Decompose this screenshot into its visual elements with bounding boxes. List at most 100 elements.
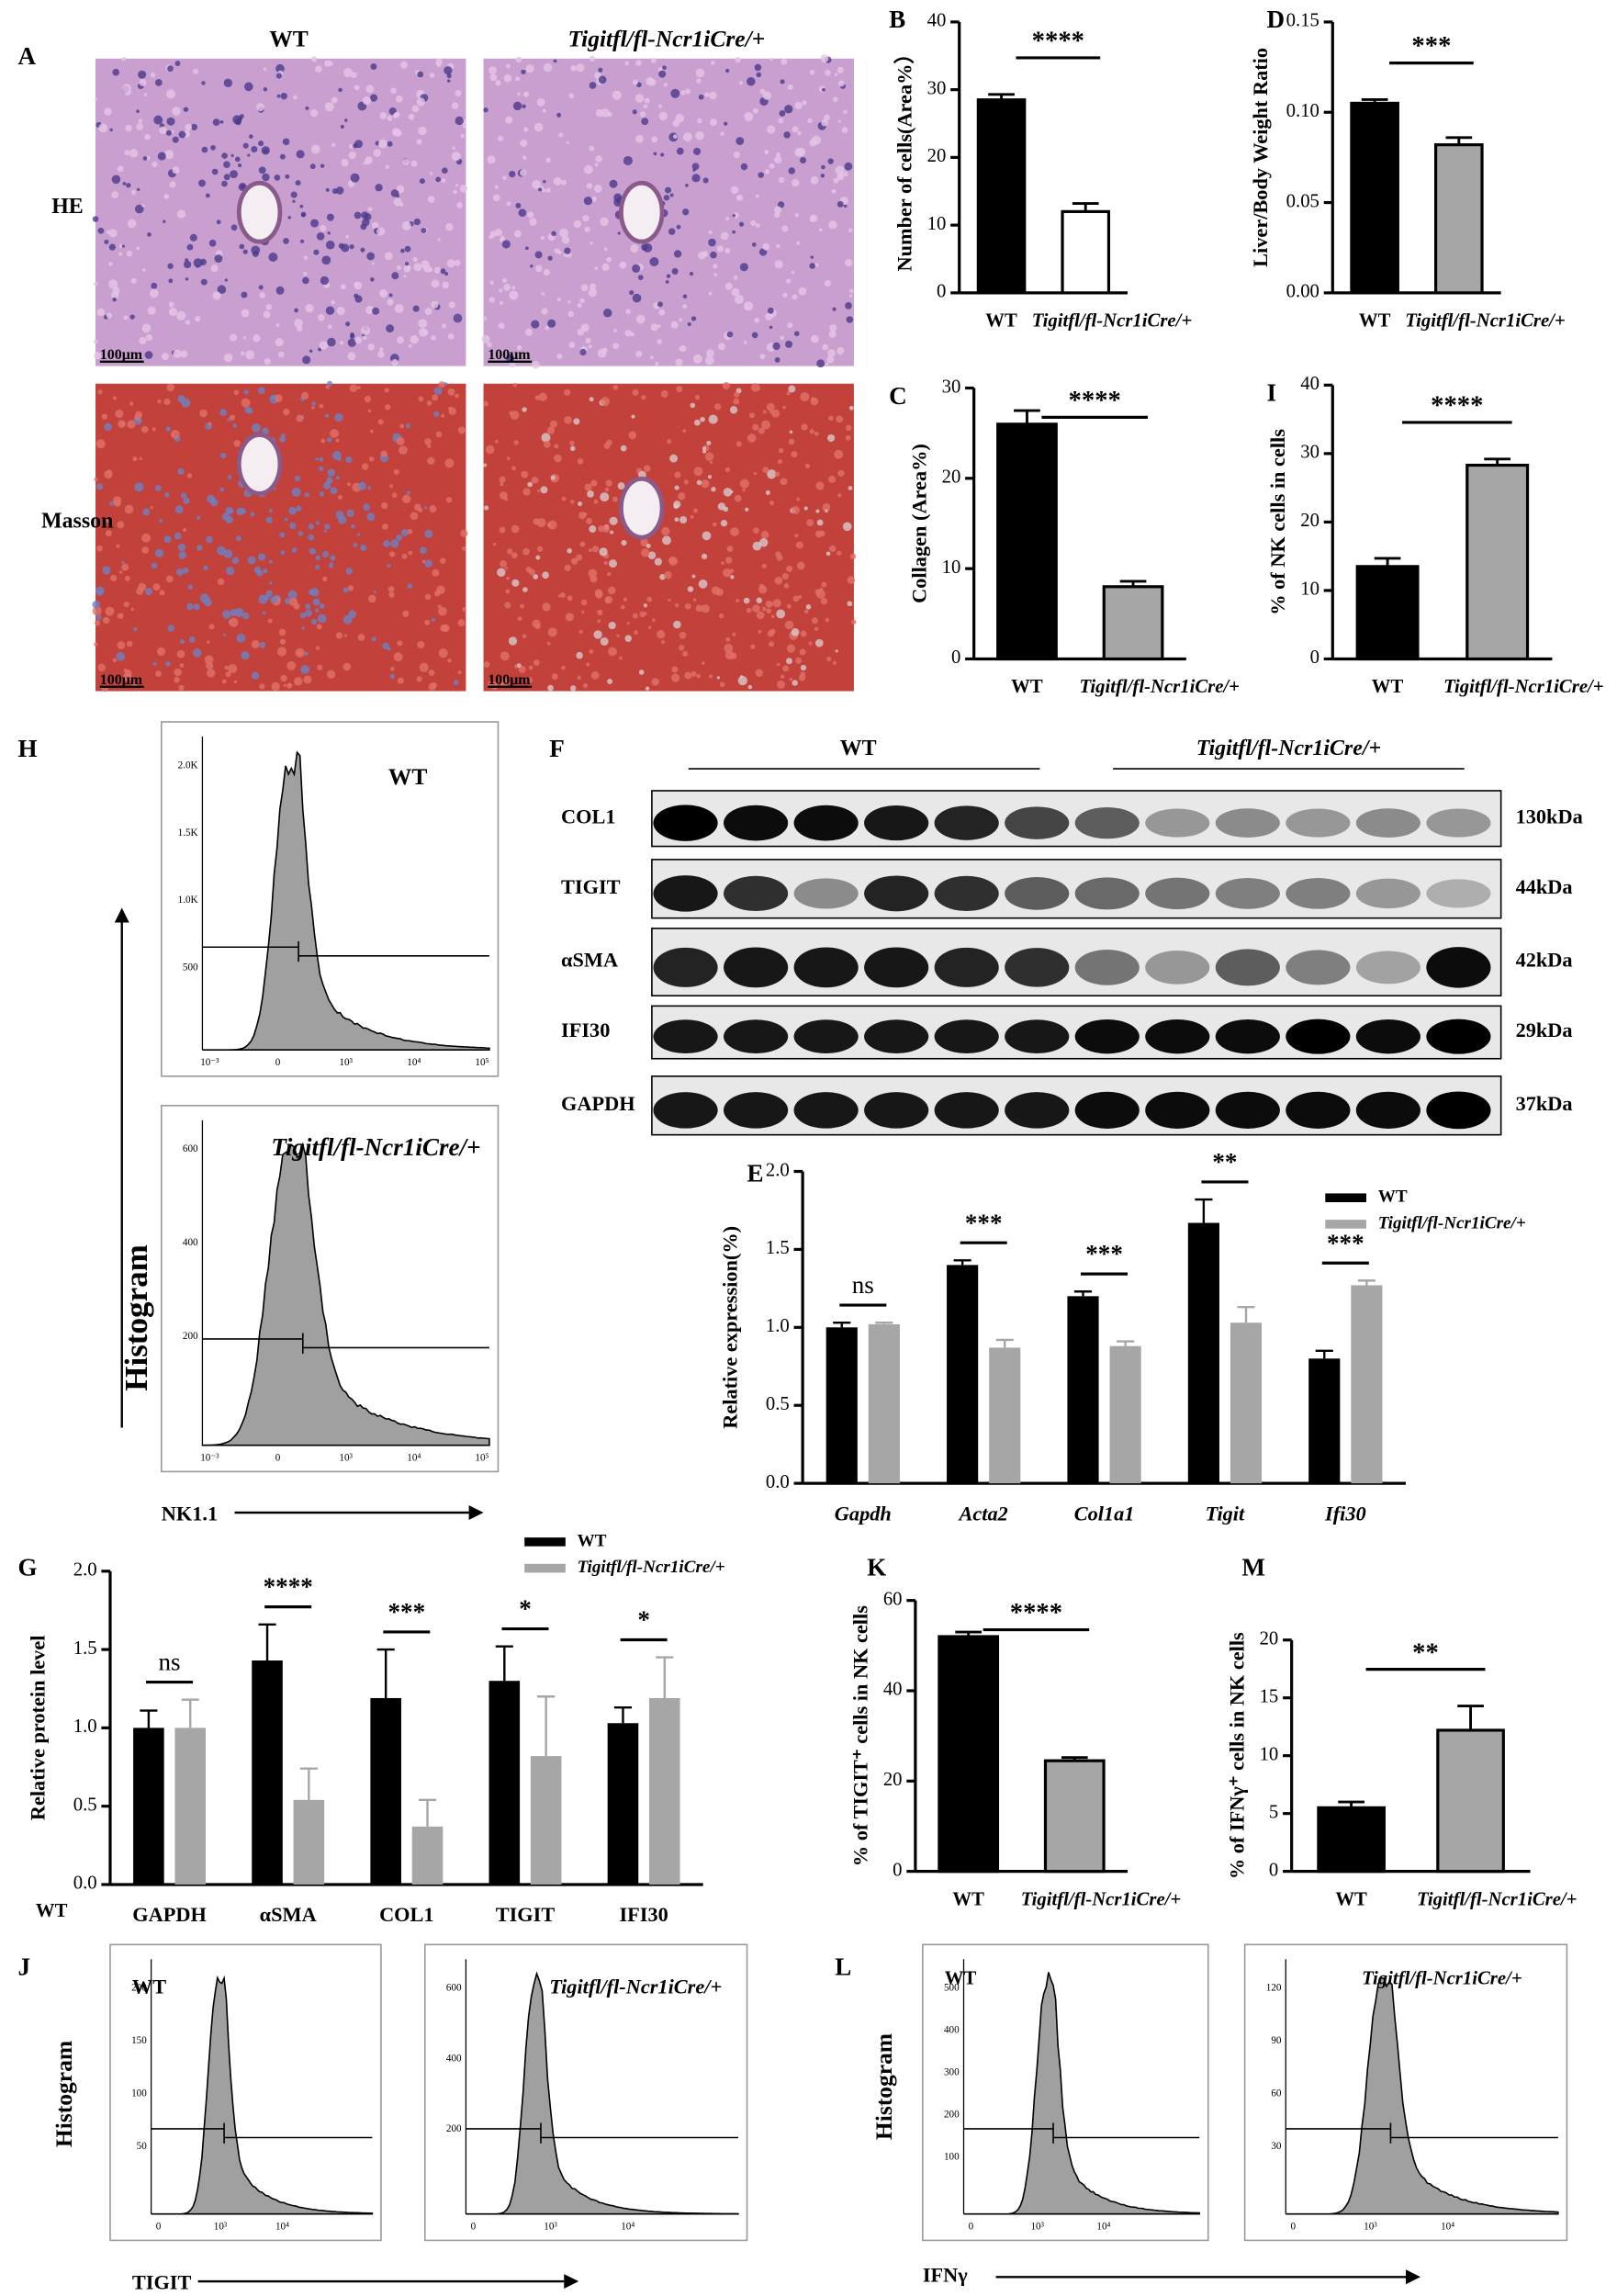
bar [293, 1799, 325, 1885]
texture [247, 556, 256, 565]
texture [263, 67, 267, 72]
texture [784, 620, 794, 630]
row-label: HE [51, 195, 84, 219]
texture [365, 305, 375, 315]
texture [564, 564, 571, 572]
texture [542, 602, 551, 612]
panel-letter: D [1267, 6, 1286, 33]
texture [788, 385, 796, 393]
texture [325, 306, 335, 315]
texture [444, 66, 453, 75]
texture [586, 662, 590, 667]
panel-letter: J [18, 1953, 31, 1981]
texture [650, 58, 657, 64]
texture [649, 355, 654, 360]
y-tick-label: 10 [1260, 1744, 1279, 1764]
flow-label: Tigitfl/fl-Ncr1iCre/+ [549, 1975, 722, 1998]
texture [431, 279, 440, 288]
texture [127, 420, 136, 429]
x-tick-label: WT [952, 1889, 984, 1909]
panel-letter: B [889, 6, 905, 33]
texture [296, 505, 302, 512]
texture [335, 438, 340, 443]
texture [786, 603, 792, 609]
y-tick-label: 1.0 [73, 1716, 97, 1737]
flow-histogram [202, 750, 490, 1051]
texture [835, 649, 838, 653]
texture [190, 123, 198, 130]
texture [505, 589, 511, 594]
texture [106, 312, 113, 319]
x-tick-label: αSMA [260, 1903, 317, 1926]
texture [139, 456, 143, 461]
texture [810, 397, 819, 406]
texture [734, 391, 740, 398]
texture [400, 248, 405, 253]
texture [174, 505, 184, 514]
bar [1230, 1322, 1263, 1484]
texture [350, 523, 355, 529]
blot-band [1145, 951, 1210, 985]
texture [380, 450, 387, 457]
texture [267, 618, 273, 624]
texture [331, 450, 342, 460]
texture [515, 76, 521, 82]
texture [299, 239, 305, 243]
texture [145, 588, 153, 596]
texture [130, 189, 137, 195]
texture [96, 545, 103, 552]
flow-histogram [201, 1142, 490, 1446]
significance: **** [1032, 27, 1084, 56]
texture [102, 616, 110, 625]
texture [330, 555, 336, 561]
texture [824, 114, 830, 121]
texture [167, 263, 174, 269]
texture [755, 669, 764, 678]
flow-frame [423, 1943, 748, 2242]
texture [655, 361, 659, 366]
texture [551, 231, 556, 237]
texture [96, 308, 106, 317]
texture [117, 165, 124, 173]
texture [447, 658, 452, 663]
texture [309, 108, 319, 118]
texture [111, 174, 121, 185]
texture [597, 348, 607, 358]
texture [671, 267, 679, 275]
bar [1187, 1222, 1219, 1484]
significance: *** [1411, 31, 1451, 61]
texture [313, 249, 320, 255]
texture [422, 329, 429, 336]
arrow-head [468, 1505, 484, 1520]
texture [794, 101, 803, 110]
y-tick-label: 10 [1300, 580, 1319, 600]
texture [589, 397, 594, 402]
texture [577, 302, 582, 309]
scale-bar-label: 100μm [488, 347, 530, 363]
texture [315, 65, 322, 73]
texture [613, 329, 618, 332]
texture [673, 501, 681, 509]
texture [105, 606, 115, 616]
texture [341, 159, 349, 167]
texture [263, 149, 268, 154]
texture [432, 394, 439, 401]
texture [338, 87, 342, 93]
texture [438, 648, 448, 658]
texture [691, 163, 700, 171]
texture [154, 485, 162, 491]
texture [241, 309, 250, 318]
texture [644, 465, 651, 472]
texture [643, 104, 648, 109]
texture [558, 132, 564, 138]
texture [270, 395, 275, 400]
texture [822, 343, 829, 351]
texture [794, 533, 799, 538]
texture [373, 149, 381, 157]
texture [310, 144, 320, 154]
texture [736, 598, 740, 603]
texture [724, 557, 733, 564]
y-tick-label: 2.0 [766, 1160, 790, 1180]
texture [579, 298, 585, 304]
flow-x-tick: 10³ [339, 1453, 353, 1464]
